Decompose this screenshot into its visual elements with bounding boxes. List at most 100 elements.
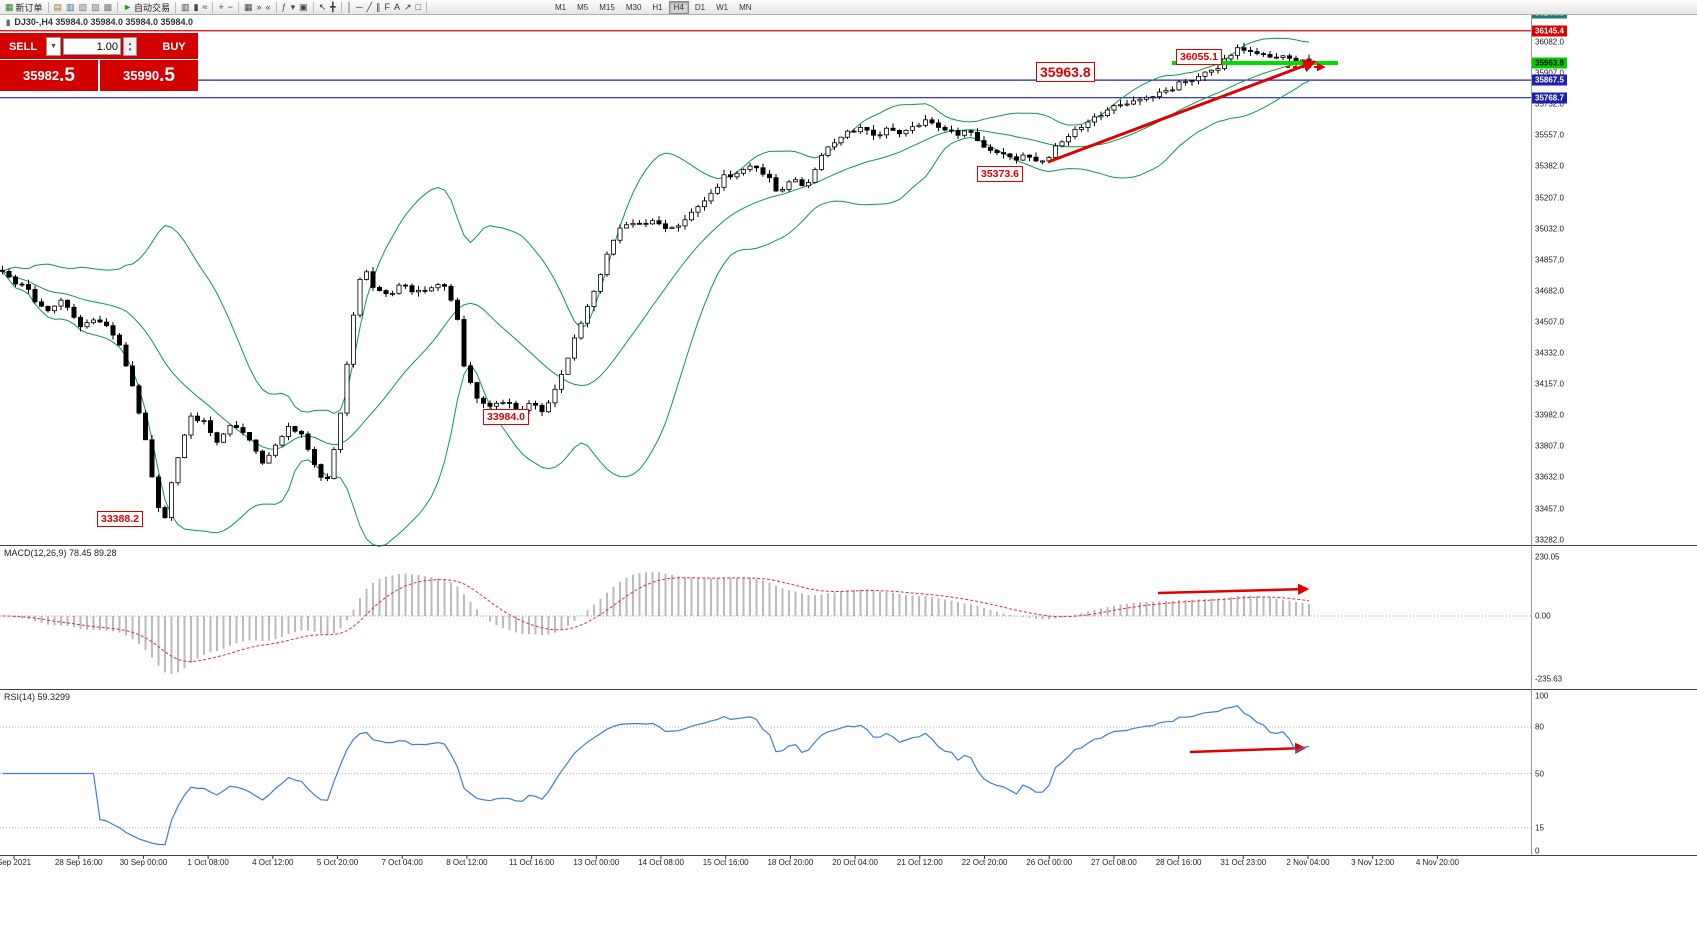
sell-button[interactable]: SELL <box>8 40 38 53</box>
bar-chart-icon[interactable]: ▥ <box>179 1 192 14</box>
indicators-icon: ƒ <box>281 1 287 12</box>
arrows-tool-icon: ↗ <box>404 1 412 12</box>
one-click-trading-panel: SELL ▼ ▴▾ BUY 35982.5 35990.5 <box>0 33 198 91</box>
data-window-icon[interactable]: ▧ <box>77 1 90 14</box>
volume-dropdown[interactable]: ▼ <box>46 37 61 56</box>
horizontal-line-icon[interactable]: ─ <box>354 1 364 14</box>
volume-stepper[interactable]: ▴ ▾ <box>123 37 137 56</box>
timeframe-button-M15[interactable]: M15 <box>599 2 615 12</box>
price-annotation[interactable]: 35963.8 <box>1036 62 1095 82</box>
price-annotation[interactable]: 33984.0 <box>483 409 529 425</box>
vertical-line-icon: │ <box>346 1 353 12</box>
terminal-icon[interactable]: ▩ <box>102 1 115 14</box>
fibonacci-icon[interactable]: F <box>383 1 393 14</box>
vertical-line-icon[interactable]: │ <box>345 1 355 14</box>
price-annotation[interactable]: 36055.1 <box>1176 49 1222 65</box>
stepper-down-icon[interactable]: ▾ <box>128 46 132 53</box>
line-chart-icon[interactable]: ≈ <box>201 1 210 14</box>
stepper-up-icon[interactable]: ▴ <box>128 40 132 47</box>
timeframe-button-M1[interactable]: M1 <box>555 2 567 12</box>
trendline-icon[interactable]: ╱ <box>365 1 374 14</box>
candlestick-chart-icon[interactable]: ▮ <box>192 1 201 14</box>
new-order-button[interactable]: ▦ 新订单 <box>3 1 45 14</box>
new-order-label: 新订单 <box>15 2 43 13</box>
trendline-icon: ╱ <box>366 1 373 12</box>
toolbar-separator <box>275 1 277 13</box>
price-tick: 35732.0 <box>1535 99 1564 109</box>
timeframe-button-D1[interactable]: D1 <box>694 2 706 12</box>
price-tick: 34682.0 <box>1535 286 1564 296</box>
equidistant-channel-icon[interactable]: ∥ <box>374 1 383 14</box>
cursor-icon[interactable]: ↖ <box>317 1 329 14</box>
buy-button[interactable]: BUY <box>162 40 186 53</box>
auto-scroll-icon[interactable]: » <box>255 1 264 14</box>
price-tick: 34157.0 <box>1535 379 1564 389</box>
time-axis-label: 20 Oct 04:00 <box>832 858 878 867</box>
new-order-icon: ▦ <box>5 1 14 12</box>
toolbar-separator <box>212 1 214 13</box>
rsi-label: RSI(14) 59.3299 <box>4 692 71 702</box>
text-label-icon[interactable]: A <box>392 1 402 14</box>
zoom-in-icon[interactable]: + <box>216 1 225 14</box>
price-tick: 34857.0 <box>1535 255 1564 265</box>
chart-shift-icon[interactable]: « <box>264 1 273 14</box>
price-annotation[interactable]: 33388.2 <box>97 511 143 527</box>
price-tag: 35768.7 <box>1532 92 1567 104</box>
tile-windows-icon[interactable]: ▦ <box>242 1 255 14</box>
crosshair-icon: ╋ <box>330 1 336 12</box>
shapes-icon[interactable]: □ <box>414 1 423 14</box>
navigator-icon: ▨ <box>91 1 100 12</box>
rsi-axis-label: 0 <box>1535 846 1540 856</box>
charts-window-icon[interactable]: ▤ <box>52 1 65 14</box>
timeframe-button-W1[interactable]: W1 <box>716 2 729 12</box>
zoom-out-icon[interactable]: − <box>226 1 235 14</box>
time-axis-label: 1 Oct 08:00 <box>187 858 229 867</box>
time-axis-label: 2 Nov 04:00 <box>1286 858 1330 867</box>
macd-axis-label: 230.05 <box>1535 552 1560 562</box>
timeframe-button-H4[interactable]: H4 <box>668 0 689 14</box>
price-tick: 35382.0 <box>1535 161 1564 171</box>
timeframe-button-MN[interactable]: MN <box>739 2 752 12</box>
price-divider <box>98 60 100 91</box>
periods-icon[interactable]: ▾ <box>289 1 298 14</box>
time-axis-label: 28 Sep 16:00 <box>54 858 103 867</box>
time-axis-label: 28 Oct 16:00 <box>1155 858 1202 867</box>
price-tick: 35557.0 <box>1535 130 1564 140</box>
auto-scroll-icon: » <box>256 1 262 12</box>
auto-trading-label: 自动交易 <box>134 2 171 13</box>
navigator-icon[interactable]: ▨ <box>89 1 102 14</box>
price-annotation[interactable]: 35373.6 <box>977 166 1023 182</box>
toolbar-separator <box>238 1 239 13</box>
arrows-tool-icon[interactable]: ↗ <box>402 1 414 14</box>
zoom-in-icon: + <box>218 1 224 12</box>
templates-icon[interactable]: ▣ <box>297 1 310 14</box>
bollinger-bands-layer <box>2 37 1310 547</box>
timeframe-button-M30[interactable]: M30 <box>625 2 642 12</box>
buy-price[interactable]: 35990.5 <box>100 60 198 91</box>
timeframe-button-H1[interactable]: H1 <box>652 2 663 12</box>
crosshair-icon[interactable]: ╋ <box>328 1 337 14</box>
horizontal-levels-layer <box>0 30 1531 99</box>
timeframe-button-M5[interactable]: M5 <box>577 2 589 12</box>
drawn-objects-layer <box>1047 59 1338 754</box>
indicators-icon[interactable]: ƒ <box>280 1 289 14</box>
time-axis-label: 5 Oct 20:00 <box>316 858 359 867</box>
time-axis-ticks <box>13 856 1438 859</box>
toolbar-separator <box>340 1 342 13</box>
cursor-icon: ↖ <box>318 1 327 12</box>
chart-title: ▮ DJ30-,H4 35984.0 35984.0 35984.0 35984… <box>6 17 193 27</box>
symbol-ohlc-text: DJ30-,H4 35984.0 35984.0 35984.0 35984.0 <box>14 17 194 27</box>
price-tick: 33982.0 <box>1535 410 1564 420</box>
sell-price[interactable]: 35982.5 <box>0 60 98 91</box>
time-axis-label: 13 Oct 00:00 <box>573 858 620 867</box>
volume-input[interactable] <box>63 38 121 55</box>
price-tick: 35032.0 <box>1535 224 1564 234</box>
periods-icon: ▾ <box>290 1 296 12</box>
time-axis-label: 14 Oct 08:00 <box>638 858 684 867</box>
macd-axis-label: -235.63 <box>1535 674 1563 684</box>
auto-trading-button[interactable]: ► 自动交易 <box>121 1 172 14</box>
toolbar-separator <box>47 1 49 13</box>
horizontal-line-icon: ─ <box>356 1 363 12</box>
market-watch-icon[interactable]: ▥ <box>64 1 77 14</box>
